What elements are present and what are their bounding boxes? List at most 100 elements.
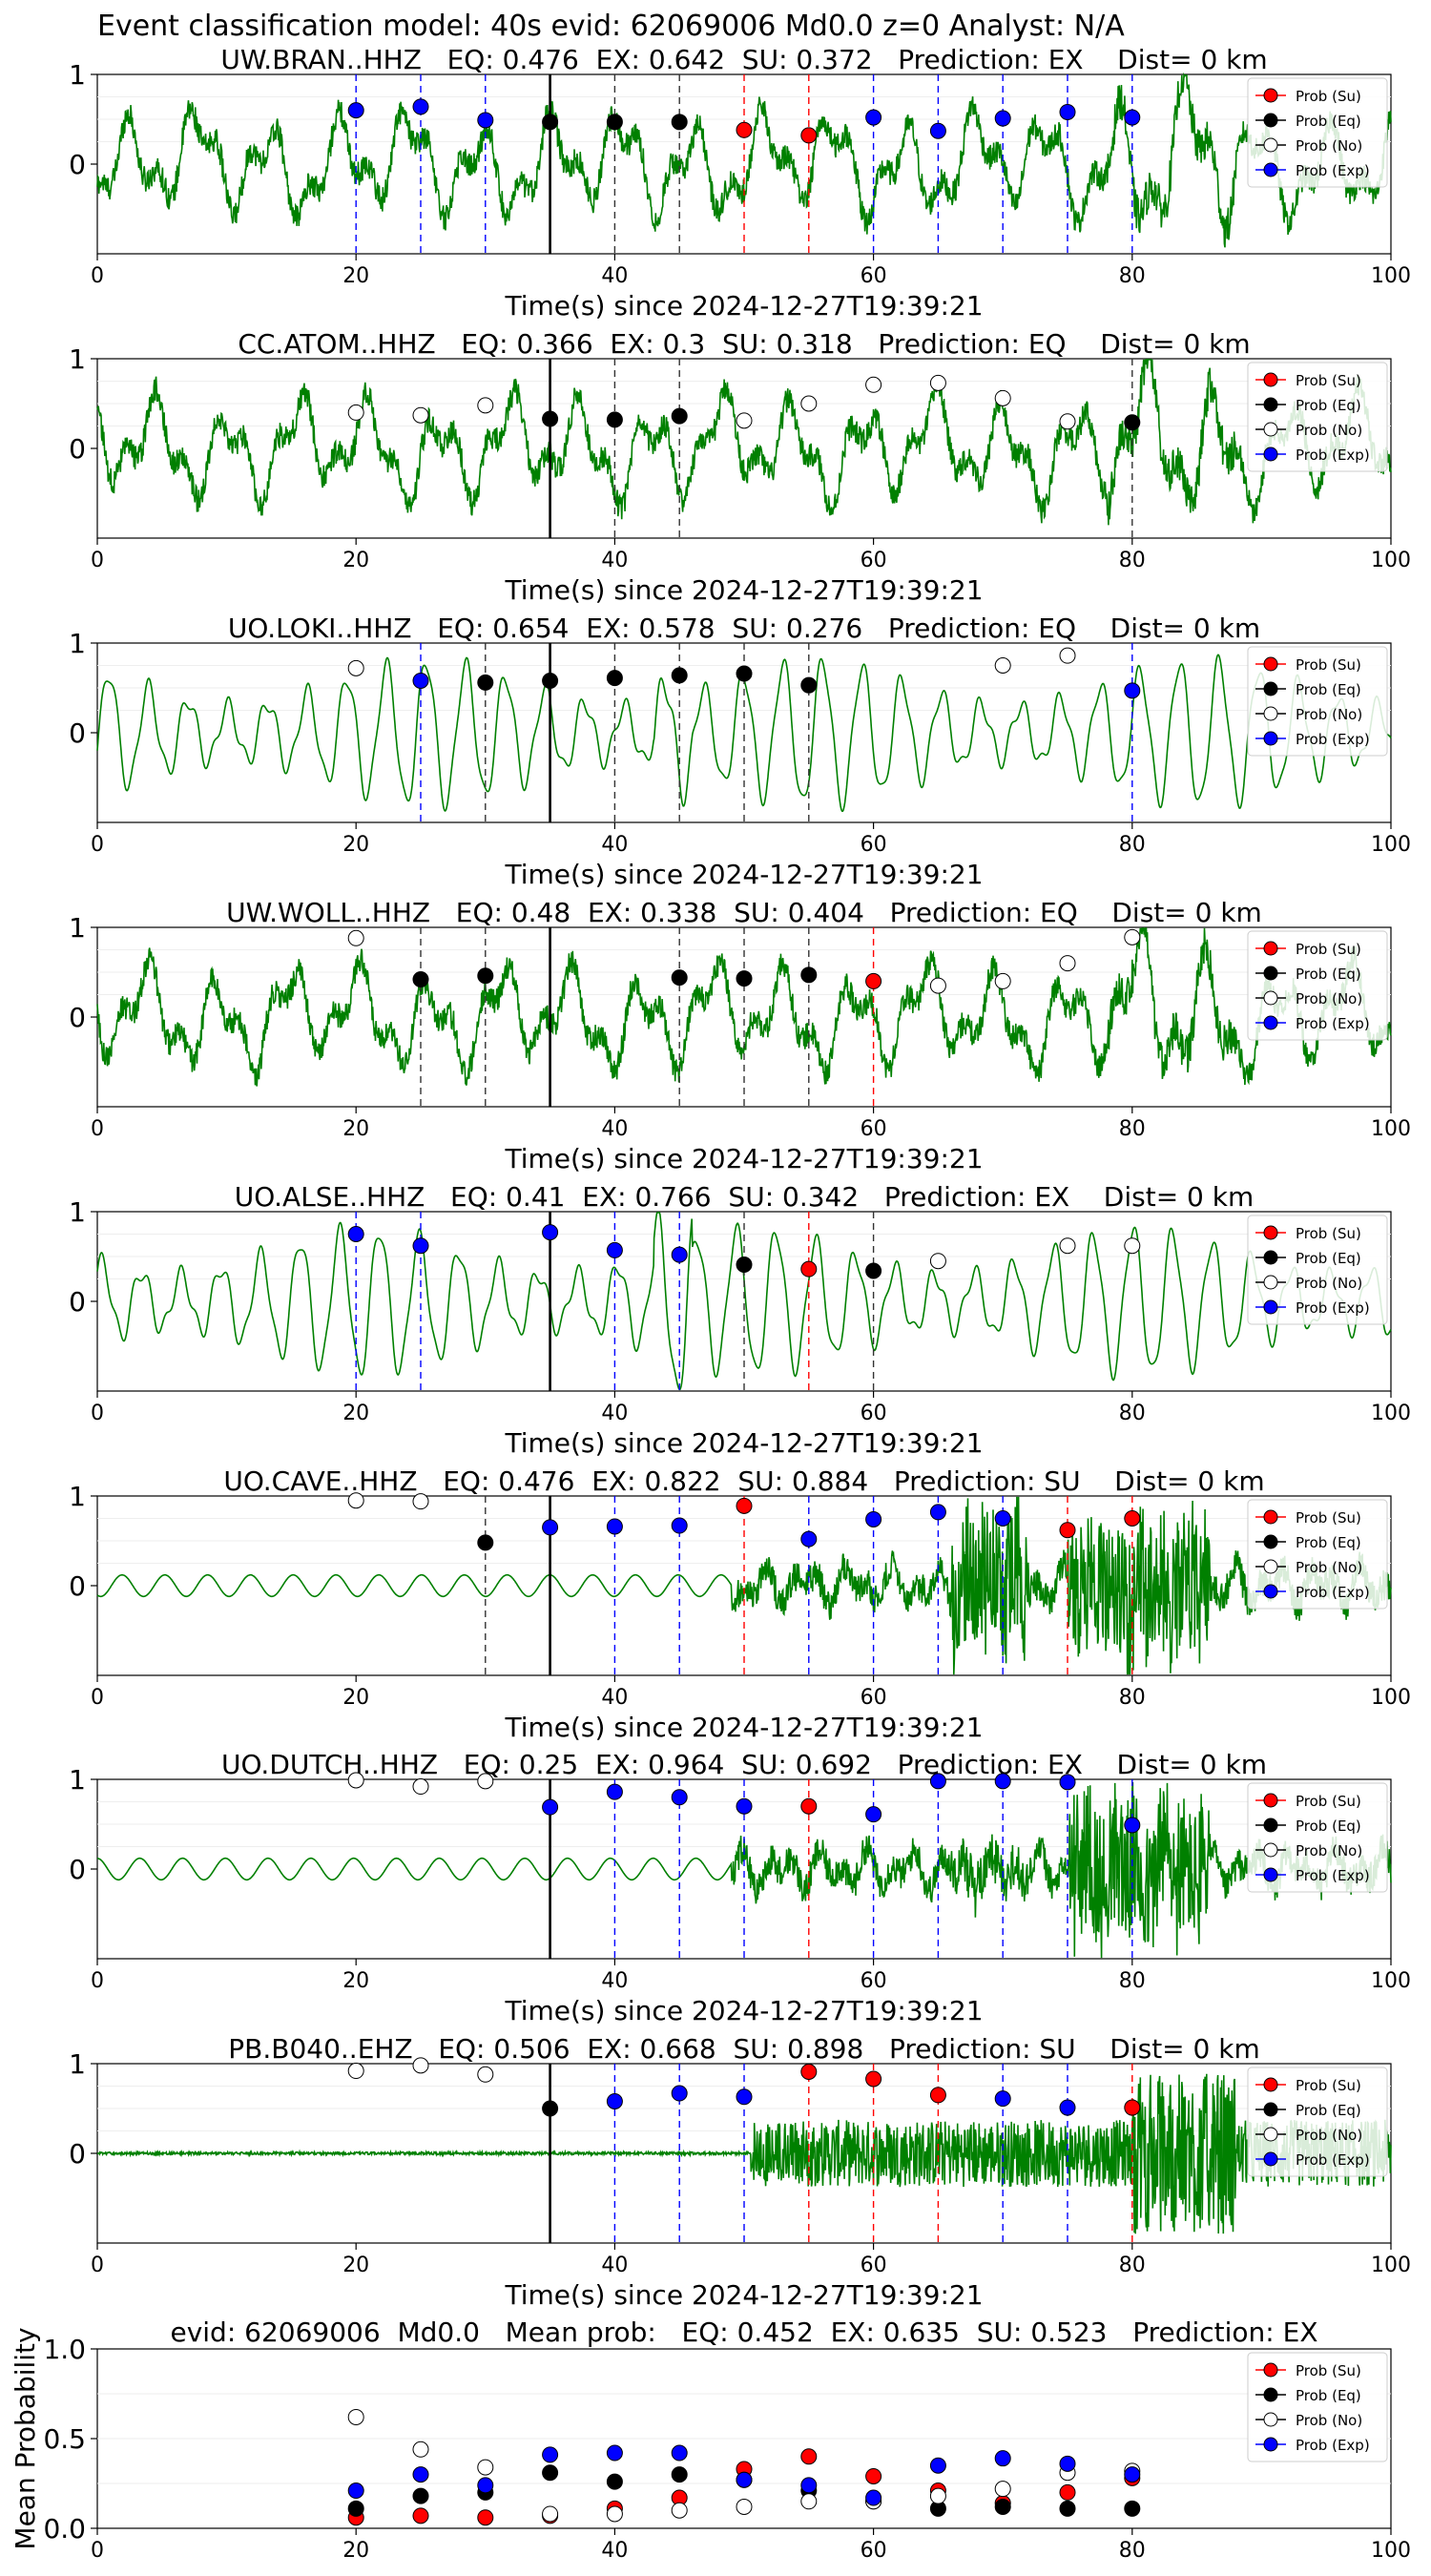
- x-axis-label: Time(s) since 2024-12-27T19:39:21: [504, 290, 983, 322]
- legend-label: Prob (No): [1296, 1842, 1362, 1859]
- legend-marker: [1264, 1535, 1277, 1548]
- prob-marker: [736, 1498, 752, 1513]
- prob-marker: [1060, 1775, 1075, 1790]
- legend-label: Prob (No): [1296, 2127, 1362, 2144]
- prob-marker: [736, 413, 752, 428]
- mean-prob-marker: [995, 2499, 1010, 2514]
- legend-label: Prob (Exp): [1296, 162, 1370, 179]
- prob-marker: [348, 103, 363, 118]
- prob-marker: [543, 673, 558, 688]
- panel-title: evid: 62069006 Md0.0 Mean prob: EQ: 0.45…: [170, 2316, 1317, 2348]
- legend-marker: [1264, 1794, 1277, 1807]
- prob-marker: [607, 1519, 622, 1534]
- legend-marker: [1264, 2363, 1277, 2377]
- prob-marker: [1125, 1238, 1140, 1254]
- station-panel: UW.BRAN..HHZ EQ: 0.476 EX: 0.642 SU: 0.3…: [69, 44, 1411, 322]
- prob-marker: [607, 671, 622, 686]
- prob-marker: [543, 1520, 558, 1535]
- y-tick-label: 0: [69, 1286, 86, 1318]
- legend-marker: [1264, 2078, 1277, 2091]
- prob-marker: [413, 1238, 428, 1254]
- mean-prob-marker: [348, 2409, 363, 2424]
- y-tick-label: 1: [69, 59, 86, 91]
- x-axis-label: Time(s) since 2024-12-27T19:39:21: [504, 574, 983, 606]
- prob-marker: [801, 2064, 817, 2079]
- station-panel: CC.ATOM..HHZ EQ: 0.366 EX: 0.3 SU: 0.318…: [69, 328, 1411, 606]
- x-tick-label: 20: [342, 1117, 369, 1141]
- prob-marker: [930, 1505, 945, 1520]
- mean-prob-marker: [995, 2451, 1010, 2466]
- mean-prob-marker: [930, 2488, 945, 2503]
- x-tick-label: 40: [601, 1117, 628, 1141]
- y-tick-label: 1: [69, 912, 86, 944]
- prob-marker: [413, 972, 428, 987]
- y-tick-label: 1: [69, 1481, 86, 1512]
- x-tick-label: 20: [342, 264, 369, 288]
- prob-marker: [672, 1247, 687, 1262]
- prob-marker: [478, 398, 493, 413]
- legend-label: Prob (No): [1296, 990, 1362, 1008]
- prob-marker: [736, 971, 752, 987]
- x-tick-label: 100: [1371, 1117, 1411, 1141]
- prob-marker: [1060, 1523, 1075, 1538]
- prob-marker: [1060, 956, 1075, 971]
- x-tick-label: 100: [1371, 1686, 1411, 1710]
- x-tick-label: 0: [91, 833, 104, 857]
- plot-area: [97, 359, 1391, 538]
- x-tick-label: 100: [1371, 1969, 1411, 1993]
- x-axis-label: Time(s) since 2024-12-27T19:39:21: [504, 1143, 983, 1174]
- y-tick-label: 1.0: [43, 2334, 86, 2365]
- panel-title: UO.CAVE..HHZ EQ: 0.476 EX: 0.822 SU: 0.8…: [223, 1465, 1264, 1497]
- prob-marker: [930, 1254, 945, 1269]
- mean-prob-marker: [801, 2494, 817, 2509]
- x-tick-label: 100: [1371, 2254, 1411, 2277]
- mean-prob-marker: [1060, 2501, 1075, 2516]
- legend-label: Prob (Exp): [1296, 731, 1370, 748]
- prob-marker: [348, 1773, 363, 1788]
- prob-marker: [413, 673, 428, 688]
- prob-marker: [866, 1807, 881, 1822]
- legend-marker: [1264, 657, 1277, 671]
- prob-marker: [672, 408, 687, 424]
- x-tick-label: 40: [601, 1969, 628, 1993]
- prob-marker: [607, 1242, 622, 1257]
- x-axis-label: Time(s) since 2024-12-27T19:39:21: [504, 1712, 983, 1743]
- prob-marker: [736, 1798, 752, 1814]
- y-tick-label: 0: [69, 717, 86, 749]
- mean-prob-marker: [1125, 2467, 1140, 2483]
- legend-marker: [1264, 2152, 1277, 2166]
- x-axis-label: Time(s) since 2024-12-27T19:39:21: [504, 859, 983, 890]
- prob-marker: [801, 1261, 817, 1277]
- prob-marker: [672, 114, 687, 130]
- prob-marker: [866, 1263, 881, 1278]
- mean-prob-marker: [543, 2465, 558, 2481]
- panel-title: UW.WOLL..HHZ EQ: 0.48 EX: 0.338 SU: 0.40…: [226, 897, 1262, 928]
- x-tick-label: 20: [342, 1402, 369, 1425]
- mean-probability-panel: evid: 62069006 Md0.0 Mean prob: EQ: 0.45…: [10, 2316, 1411, 2563]
- legend-marker: [1264, 707, 1277, 720]
- prob-marker: [995, 973, 1010, 988]
- prob-marker: [1125, 929, 1140, 945]
- legend-label: Prob (Exp): [1296, 1584, 1370, 1601]
- x-tick-label: 100: [1371, 833, 1411, 857]
- legend-label: Prob (Eq): [1296, 2387, 1361, 2404]
- prob-marker: [348, 2064, 363, 2079]
- legend-marker: [1264, 447, 1277, 461]
- legend-marker: [1264, 966, 1277, 980]
- legend-label: Prob (Exp): [1296, 1299, 1370, 1317]
- prob-marker: [866, 973, 881, 988]
- legend-label: Prob (Eq): [1296, 681, 1361, 698]
- prob-marker: [866, 2071, 881, 2087]
- mean-prob-marker: [672, 2445, 687, 2461]
- prob-marker: [543, 2101, 558, 2116]
- x-tick-label: 0: [91, 1117, 104, 1141]
- prob-marker: [478, 113, 493, 128]
- prob-marker: [607, 412, 622, 427]
- panel-title: UO.ALSE..HHZ EQ: 0.41 EX: 0.766 SU: 0.34…: [235, 1181, 1255, 1213]
- legend-label: Prob (Exp): [1296, 2151, 1370, 2169]
- mean-prob-marker: [607, 2506, 622, 2522]
- prob-marker: [348, 930, 363, 945]
- prob-marker: [736, 2089, 752, 2105]
- y-tick-label: 1: [69, 2048, 86, 2080]
- x-tick-label: 80: [1119, 2254, 1146, 2277]
